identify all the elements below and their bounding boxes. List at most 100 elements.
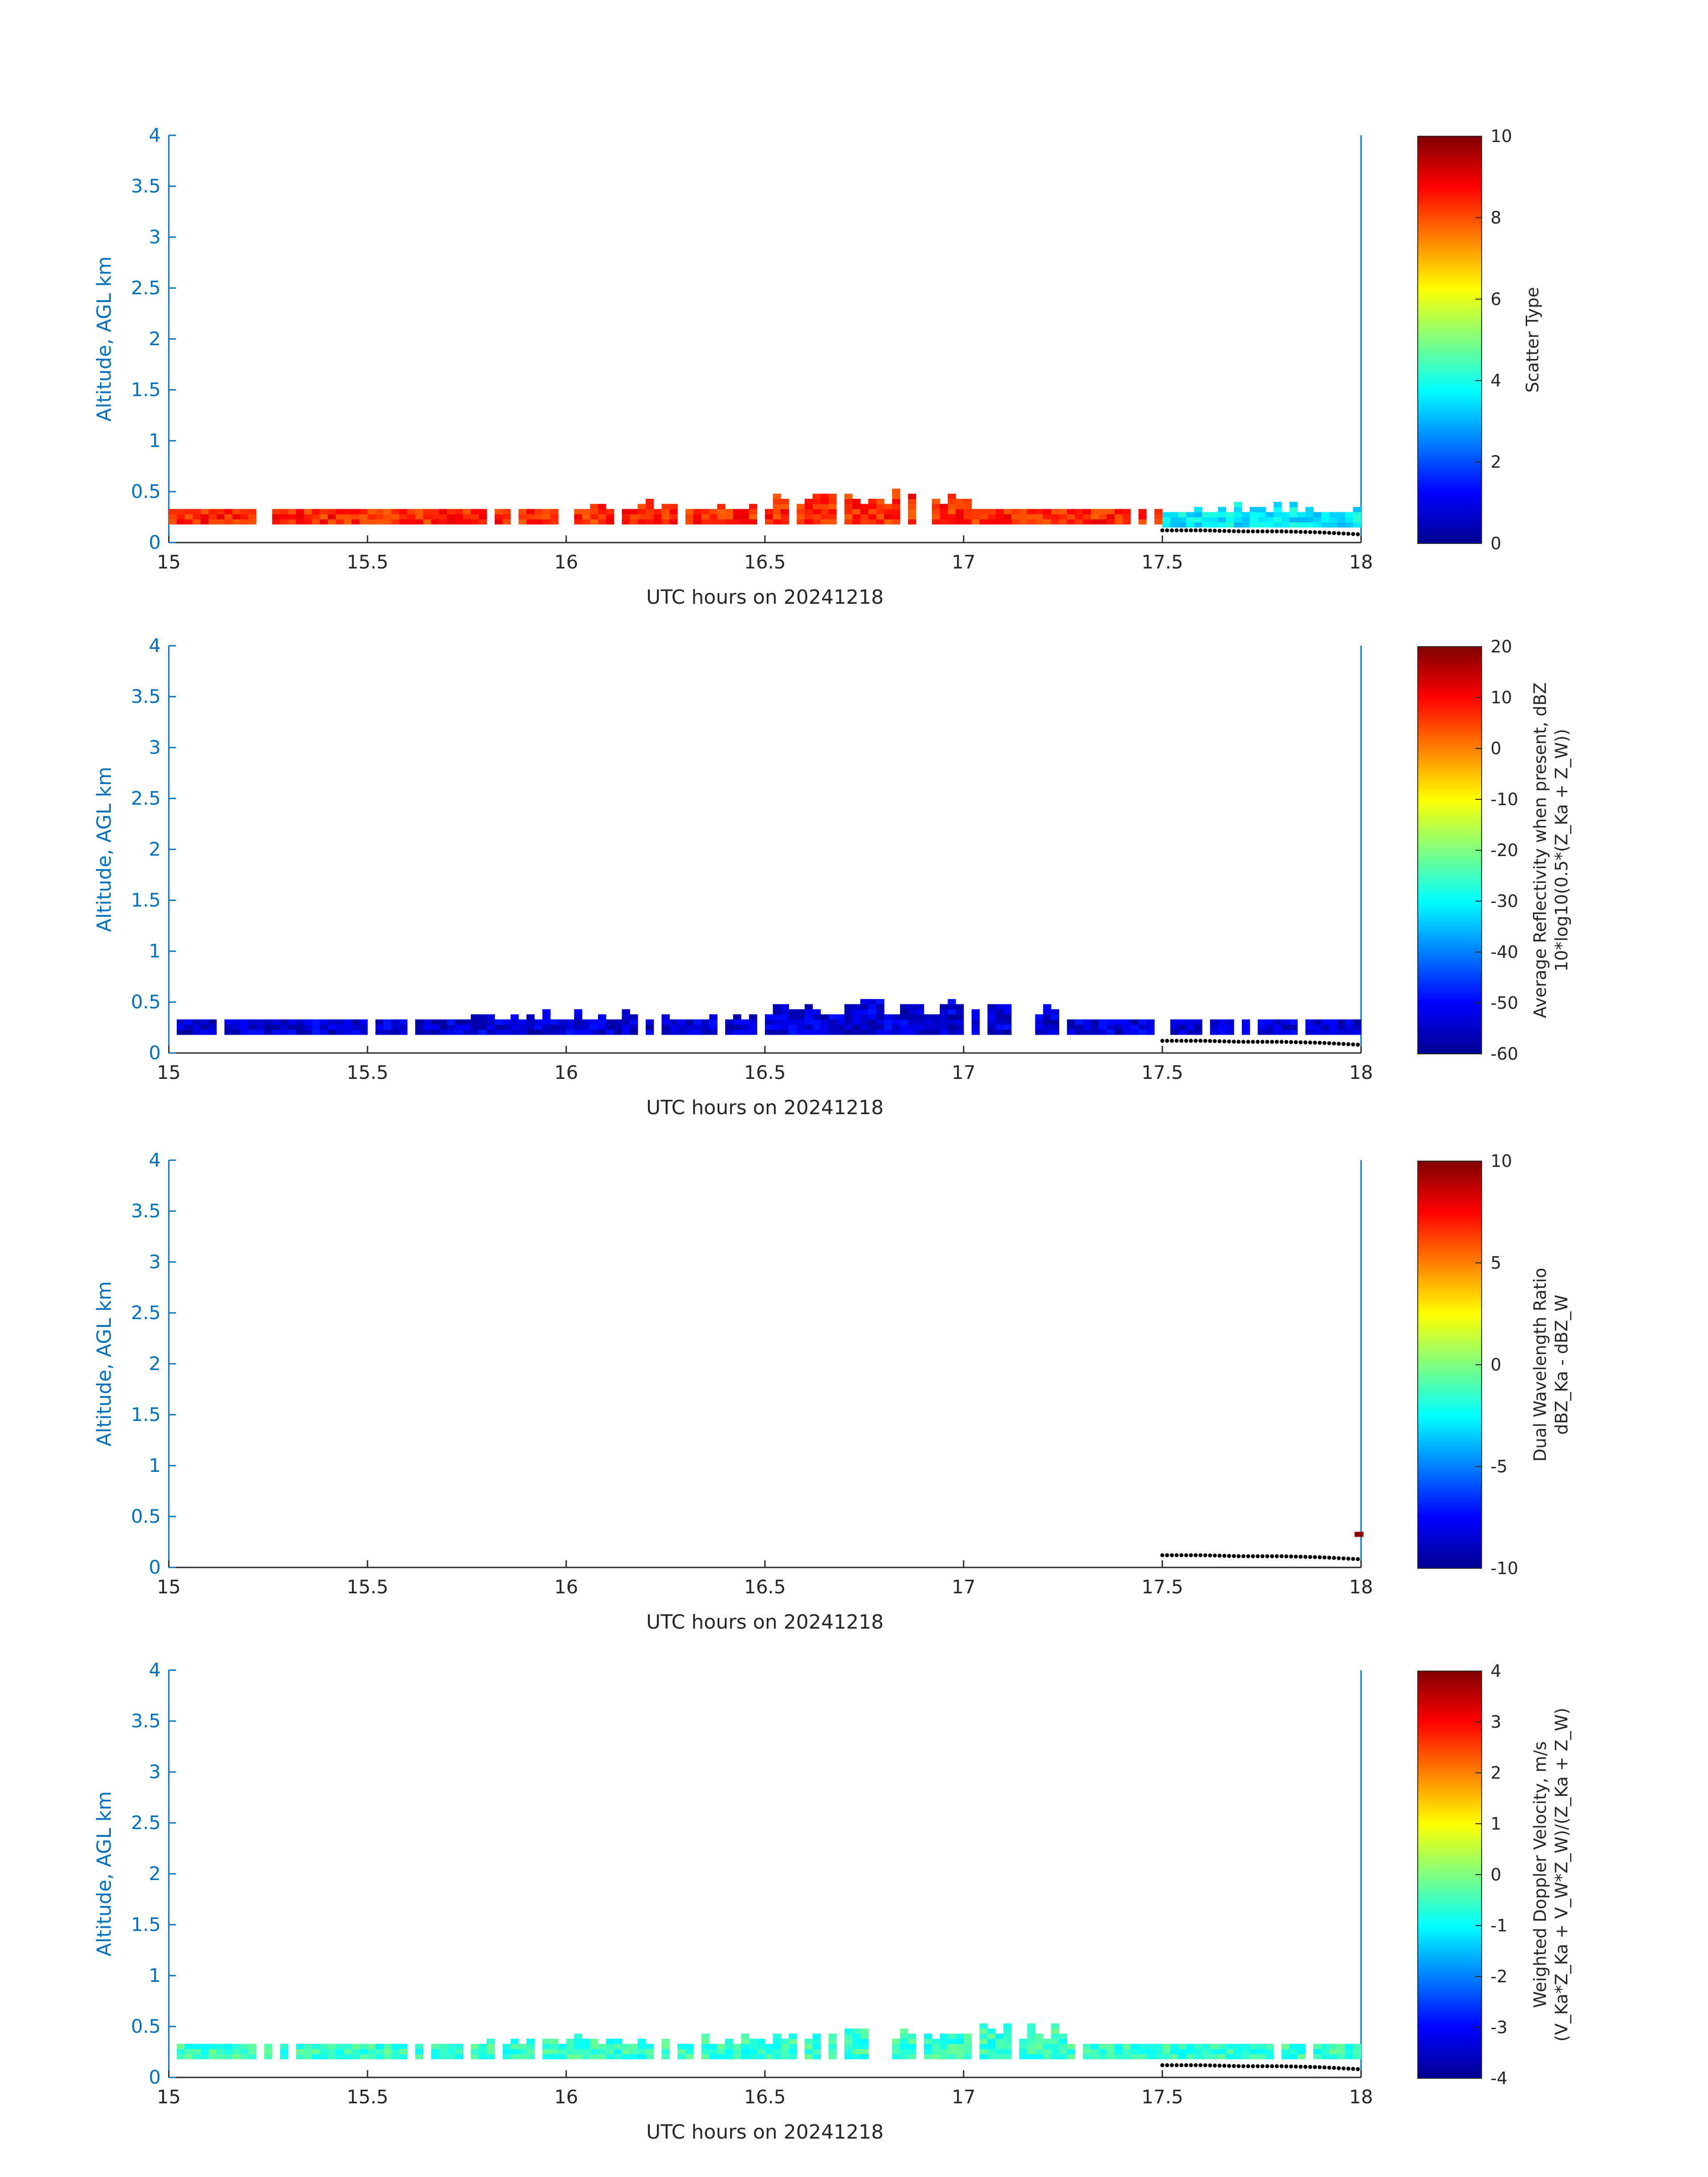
heatmap-cell	[407, 514, 416, 520]
surface-dot	[1174, 2063, 1179, 2068]
heatmap-cell	[805, 1004, 813, 1010]
heatmap-cell	[566, 1019, 575, 1025]
surface-dot	[1217, 529, 1222, 533]
heatmap-cell	[1051, 1024, 1060, 1030]
heatmap-cell	[1090, 1024, 1099, 1030]
heatmap-cell	[590, 2049, 598, 2055]
heatmap-cell	[494, 519, 503, 525]
heatmap-cell	[781, 2039, 789, 2044]
heatmap-cell	[359, 514, 368, 520]
heatmap-cell	[669, 1019, 678, 1025]
heatmap-cell	[1083, 2043, 1091, 2049]
heatmap-cell	[534, 1024, 543, 1030]
heatmap-cell	[1170, 1019, 1179, 1025]
heatmap-cell	[1329, 522, 1338, 528]
heatmap-cell	[1003, 2039, 1012, 2044]
heatmap-cell	[399, 2054, 408, 2060]
surface-dot	[1212, 2063, 1217, 2068]
heatmap-cell	[820, 504, 829, 510]
surface-dot	[1294, 1554, 1298, 1559]
heatmap-cell	[1282, 2054, 1290, 2060]
heatmap-cell	[956, 2039, 964, 2044]
heatmap-cell	[884, 504, 893, 510]
heatmap-cell	[614, 2054, 622, 2060]
colorbar-label: Scatter Type	[1523, 287, 1542, 393]
heatmap-cell	[312, 1029, 320, 1035]
heatmap-cell	[940, 2054, 948, 2060]
heatmap-cell	[1353, 507, 1361, 513]
heatmap-cell	[1075, 1019, 1083, 1025]
heatmap-cell	[526, 2043, 535, 2049]
heatmap-cell	[256, 1024, 265, 1030]
heatmap-cell	[343, 509, 352, 514]
heatmap-cell	[614, 2049, 622, 2055]
heatmap-cell	[1083, 519, 1091, 525]
heatmap-cell	[900, 2039, 908, 2044]
x-tick-label: 16	[554, 1576, 578, 1598]
heatmap-cell	[216, 514, 225, 520]
colorbar-tick-label: 20	[1491, 637, 1512, 656]
heatmap-cell	[1162, 2054, 1171, 2060]
heatmap-cell	[351, 519, 360, 525]
heatmap-cell	[900, 1019, 908, 1025]
heatmap-cell	[518, 509, 527, 514]
y-tick-label: 0.5	[131, 2015, 161, 2037]
heatmap-cell	[638, 504, 646, 510]
surface-dot	[1251, 529, 1255, 534]
heatmap-cell	[733, 2054, 742, 2060]
heatmap-cell	[328, 1024, 336, 1030]
heatmap-cell	[598, 504, 606, 510]
heatmap-cell	[1297, 512, 1306, 518]
heatmap-cell	[1313, 2043, 1322, 2049]
heatmap-cells	[1354, 1532, 1364, 1537]
heatmap-cell	[884, 514, 893, 520]
heatmap-cell	[1210, 512, 1219, 518]
heatmap-cell	[956, 1029, 964, 1035]
heatmap-cell	[1090, 2049, 1099, 2055]
heatmap-cell	[987, 2033, 996, 2039]
heatmap-cell	[1090, 1029, 1099, 1035]
surface-dot	[1251, 1040, 1255, 1044]
heatmap-cell	[312, 2054, 320, 2060]
surface-dot	[1265, 1554, 1270, 1559]
heatmap-cell	[1115, 519, 1123, 525]
heatmap-cell	[415, 2043, 424, 2049]
heatmap-cell	[931, 2039, 940, 2044]
heatmap-cell	[216, 2049, 225, 2055]
heatmap-cell	[1297, 517, 1306, 522]
heatmap-cell	[582, 2049, 590, 2055]
heatmap-cell	[860, 999, 869, 1005]
heatmap-cell	[749, 1029, 757, 1035]
heatmap-cell	[1011, 519, 1020, 525]
heatmap-cell	[240, 2049, 249, 2055]
heatmap-cell	[812, 1009, 821, 1015]
heatmap-cell	[948, 2043, 956, 2049]
heatmap-cell	[479, 1014, 487, 1020]
heatmap-cell	[1226, 2043, 1234, 2049]
heatmap-cell	[1186, 2054, 1194, 2060]
x-tick-label: 15.5	[347, 551, 388, 573]
heatmap-cell	[1067, 2043, 1075, 2049]
heatmap-cell	[1210, 1019, 1219, 1025]
heatmap-cell	[876, 504, 885, 510]
surface-dot	[1299, 1040, 1303, 1045]
heatmap-cell	[550, 2054, 559, 2060]
heatmap-cell	[1265, 517, 1274, 522]
colorbar-tick-label: -40	[1491, 942, 1518, 962]
surface-dot	[1322, 1041, 1327, 1045]
heatmap-cell	[884, 519, 893, 525]
heatmap-cell	[995, 519, 1004, 525]
heatmap-cell	[765, 1019, 773, 1025]
heatmap-cell	[661, 1019, 670, 1025]
heatmap-cell	[725, 2039, 734, 2044]
heatmap-cell	[1067, 2054, 1075, 2060]
heatmap-cell	[820, 1019, 829, 1025]
colorbar-tick-label: 3	[1491, 1712, 1501, 1732]
heatmap-cell	[844, 1014, 853, 1020]
heatmap-cell	[852, 1024, 861, 1030]
heatmap-cell	[852, 514, 861, 520]
heatmap-cell	[741, 1029, 749, 1035]
heatmap-cell	[1345, 1029, 1353, 1035]
heatmap-cell	[1186, 522, 1194, 528]
